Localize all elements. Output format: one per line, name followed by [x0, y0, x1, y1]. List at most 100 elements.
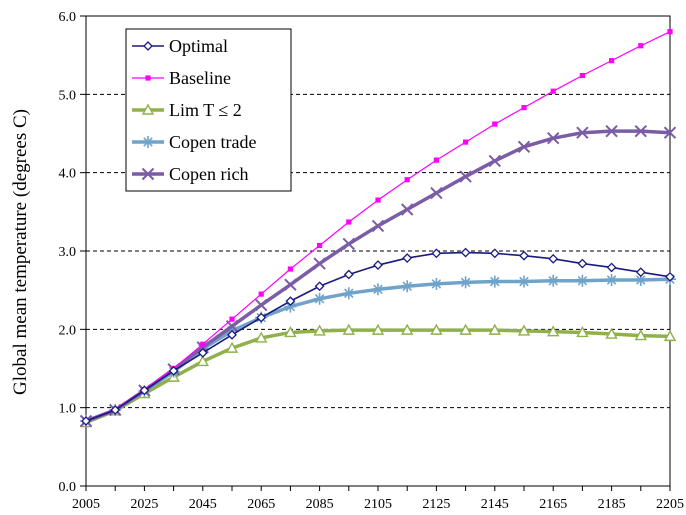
- legend-label: Optimal: [169, 36, 228, 56]
- data-point: [314, 281, 325, 292]
- marker-stroke: [284, 278, 297, 291]
- data-point: [196, 355, 209, 367]
- data-point: [577, 258, 588, 269]
- data-point: [665, 271, 675, 282]
- marker-stroke: [430, 186, 443, 200]
- data-point: [430, 277, 443, 290]
- x-tick-label: 2025: [130, 497, 158, 512]
- legend-marker: [141, 167, 155, 181]
- data-point: [548, 253, 559, 264]
- series-lines: [79, 29, 677, 428]
- legend-item: Copen trade: [132, 132, 256, 152]
- data-point: [576, 274, 589, 287]
- legend-marker: [145, 75, 151, 81]
- x-tick-label: 2105: [364, 497, 392, 512]
- marker-stroke: [634, 124, 648, 138]
- marker-stroke: [371, 219, 385, 233]
- legend: Optimal Baseline Lim T ≤ 2 Copen trade Copen…: [125, 28, 292, 192]
- legend-label: Lim T ≤ 2: [169, 100, 242, 120]
- data-point: [287, 266, 294, 272]
- data-point: [606, 262, 617, 273]
- marker-stroke: [254, 298, 268, 312]
- data-point: [488, 323, 501, 335]
- legend-marker: [141, 103, 155, 115]
- data-point: [254, 298, 268, 312]
- data-point: [371, 219, 385, 233]
- data-point: [342, 237, 356, 251]
- data-point: [459, 276, 472, 289]
- y-axis-title: Global mean temperature (degrees C): [10, 109, 31, 395]
- data-point: [225, 341, 239, 353]
- data-point: [518, 275, 530, 288]
- data-point: [517, 324, 531, 336]
- data-point: [546, 131, 560, 145]
- legend-marker: [142, 136, 154, 148]
- data-point: [81, 416, 91, 426]
- data-point: [576, 326, 589, 338]
- legend-label: Copen rich: [169, 164, 248, 184]
- data-point: [342, 323, 355, 335]
- marker-stroke: [517, 140, 531, 154]
- data-point: [313, 257, 326, 270]
- series-copen-trade: [80, 273, 676, 427]
- data-point: [488, 275, 501, 288]
- legend-item: Baseline: [132, 68, 231, 88]
- series-optimal: [81, 247, 675, 426]
- y-tick-label: 3.0: [59, 245, 77, 260]
- data-point: [492, 121, 498, 127]
- data-point: [460, 247, 471, 258]
- data-point: [459, 323, 472, 335]
- data-point: [462, 139, 469, 145]
- legend-item: Copen rich: [132, 164, 248, 184]
- data-point: [430, 186, 443, 200]
- x-tick-label: 2005: [72, 497, 100, 512]
- marker-stroke: [459, 170, 472, 183]
- data-point: [579, 72, 586, 79]
- data-point: [635, 267, 646, 278]
- data-point: [168, 365, 179, 376]
- data-point: [550, 88, 556, 94]
- data-point: [663, 329, 677, 342]
- y-tick-label: 2.0: [59, 323, 77, 338]
- series-line: [85, 277, 671, 423]
- marker-stroke: [605, 124, 618, 138]
- data-point: [401, 280, 414, 293]
- data-point: [372, 283, 384, 296]
- series-baseline: [83, 29, 673, 424]
- series-lim-t-2: [79, 323, 677, 428]
- data-point: [609, 58, 615, 64]
- data-point: [110, 405, 121, 415]
- marker-stroke: [400, 203, 414, 216]
- y-tick-label: 0.0: [59, 480, 77, 495]
- data-point: [285, 296, 296, 307]
- data-point: [489, 248, 500, 259]
- marker-stroke: [196, 341, 210, 354]
- axes: 0.0 1.0 2.0 3.0 4.0 5.0 6.0 2005 2025 2045 2065 208…: [59, 10, 685, 512]
- marker-stroke: [488, 154, 502, 168]
- x-tick-label: 2145: [481, 497, 509, 512]
- data-point: [488, 154, 502, 168]
- data-point: [258, 291, 264, 297]
- data-point: [634, 329, 647, 341]
- legend-label: Baseline: [169, 68, 231, 88]
- legend-item: Lim T ≤ 2: [132, 100, 242, 120]
- x-tick-label: 2045: [189, 497, 217, 512]
- data-point: [200, 341, 206, 347]
- data-point: [667, 29, 673, 35]
- data-point: [400, 203, 414, 216]
- data-point: [284, 326, 297, 338]
- marker-stroke: [546, 131, 560, 145]
- marker-stroke: [313, 257, 326, 270]
- data-point: [227, 329, 237, 340]
- x-tick-label: 2125: [422, 497, 450, 512]
- y-tick-label: 6.0: [59, 10, 77, 25]
- data-point: [401, 323, 414, 335]
- data-point: [605, 273, 618, 286]
- marker-stroke: [576, 126, 589, 139]
- data-point: [521, 105, 527, 111]
- y-tick-label: 5.0: [59, 88, 77, 103]
- data-point: [343, 269, 354, 280]
- y-tick-label: 4.0: [59, 167, 77, 182]
